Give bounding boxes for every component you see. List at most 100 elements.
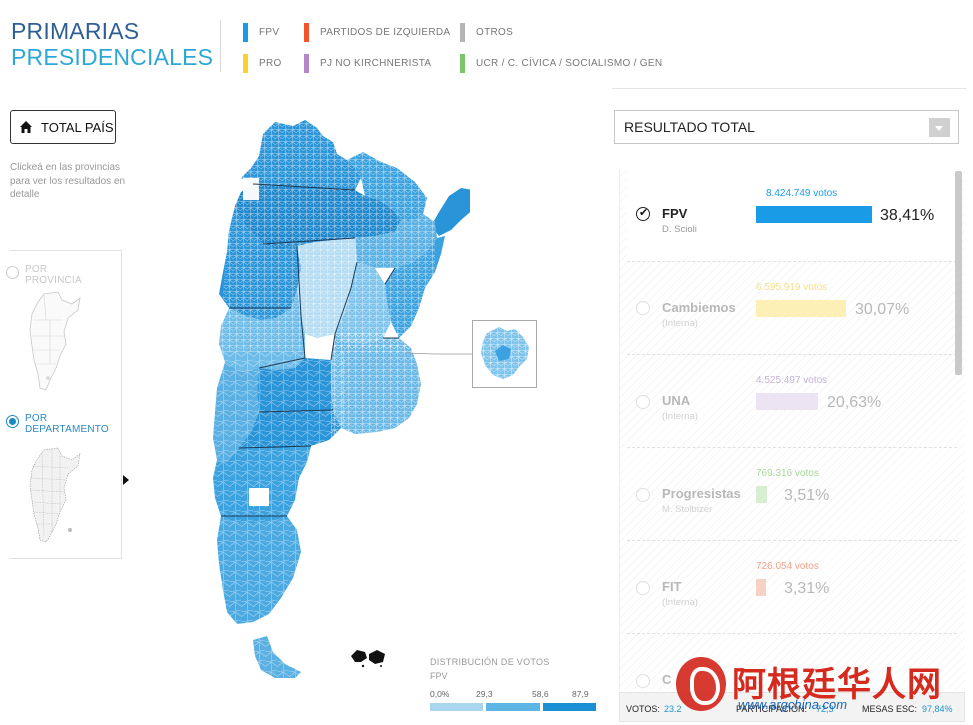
results-scroll-thumb[interactable] [955,171,962,375]
gba-inset-shape [481,327,529,379]
result-bar [756,393,818,410]
result-type-value: RESULTADO TOTAL [624,119,755,135]
region-misiones[interactable] [431,188,470,236]
result-row[interactable]: C [627,634,957,690]
result-candidate: M. Stolbizer [662,504,713,515]
result-type-select[interactable]: RESULTADO TOTAL [614,110,959,144]
result-votes: 769.316 votos [756,468,819,479]
votos-label: VOTOS: [626,704,660,714]
result-bar [756,579,766,596]
legend-swatch [304,54,309,73]
title-line-2: PRESIDENCIALES [11,44,214,70]
result-percent: 20,63% [827,394,882,411]
result-votes: 6.595.919 votos [756,282,828,293]
legend-swatch [460,54,465,73]
mode-por-provincia[interactable]: POR PROVINCIA [6,264,82,286]
mode-label-line1: POR [25,264,48,275]
scale-step-high [542,703,596,711]
result-check[interactable] [636,301,650,315]
result-row[interactable]: FPV D. Scioli 8.424.749 votos 38,41% [627,169,957,262]
inset-connector [405,352,473,355]
result-party: UNA [662,393,691,408]
radio-por-provincia[interactable] [6,266,19,279]
page-title: PRIMARIAS PRESIDENCIALES [11,18,213,70]
mesas-label: MESAS ESC: [862,704,918,714]
departamento-thumbnail-map[interactable] [22,446,84,546]
radio-por-departamento[interactable] [6,415,19,428]
legend-label: PRO [259,58,282,69]
result-votes: 4.525.497 votos [756,375,828,386]
distribution-tick: 58,6 [532,689,549,699]
result-party: Cambiemos [662,300,736,315]
result-percent: 3,51% [784,487,830,504]
mode-por-departamento[interactable]: POR DEPARTAMENTO [6,413,109,435]
participacion-label: PARTICIPACIÓN: [736,704,808,714]
result-row[interactable]: Cambiemos (Interna) 6.595.919 votos 30,0… [627,262,957,355]
legend-item-fpv: FPV [243,23,279,42]
view-mode-panel [9,250,122,559]
result-bar [756,206,872,223]
distribution-tick: 29,3 [476,689,493,699]
legend-swatch [243,23,248,42]
result-row[interactable]: UNA (Interna) 4.525.497 votos 20,63% [627,355,957,448]
result-votes: 726.054 votos [756,561,819,572]
distribution-party: FPV [430,671,448,681]
result-candidate: D. Scioli [662,224,697,235]
map-hint: Clickeá en las provincias para ver los r… [10,162,126,200]
legend-label: FPV [259,27,280,38]
result-check[interactable] [636,581,650,595]
result-votes: 8.424.749 votos [766,188,838,199]
result-check[interactable] [636,206,650,221]
result-candidate: (Interna) [662,597,698,608]
panel-expand-arrow-icon[interactable] [123,475,129,485]
distribution-color-scale [430,703,596,711]
result-check[interactable] [636,395,650,409]
total-pais-button[interactable]: TOTAL PAÍS [10,110,116,144]
distribution-tick: 87,9 [572,689,589,699]
result-check[interactable] [636,674,650,688]
result-percent: 3,31% [784,580,830,597]
distribution-title: DISTRIBUCIÓN DE VOTOS [430,657,550,667]
chevron-down-icon[interactable] [929,118,950,137]
legend-item-izquierda: PARTIDOS DE IZQUIERDA [304,23,450,42]
result-candidate: (Interna) [662,411,698,422]
result-row[interactable]: Progresistas M. Stolbizer 769.316 votos … [627,448,957,541]
title-line-1: PRIMARIAS [11,18,140,44]
legend-label: PJ NO KIRCHNERISTA [320,58,432,69]
mode-label-line2: PROVINCIA [25,275,82,286]
malvinas-islands[interactable] [351,650,385,668]
legend-swatch [460,23,465,42]
result-bar [756,486,767,503]
result-percent: 38,41% [880,207,935,224]
legend-label: OTROS [476,27,514,38]
legend-item-otros: OTROS [460,23,513,42]
result-party: FIT [662,579,682,594]
distribution-tick: 0,0% [430,689,450,699]
mode-label-line2: DEPARTAMENTO [25,424,109,435]
argentina-map[interactable] [205,112,470,718]
result-candidate: (Interna) [662,318,698,329]
legend-label: PARTIDOS DE IZQUIERDA [320,27,451,38]
results-list[interactable]: FPV D. Scioli 8.424.749 votos 38,41% Cam… [619,169,965,690]
header-rule [612,88,967,89]
mode-label-line1: POR [25,413,48,424]
buenos-aires-inset-map[interactable] [472,320,537,388]
result-party: FPV [662,206,688,221]
result-check[interactable] [636,488,650,502]
result-party: Progresistas [662,486,741,501]
legend-item-ucr: UCR / C. CÍVICA / SOCIALISMO / GEN [460,54,662,73]
stats-footer: VOTOS: 23.2 PARTICIPACIÓN: 72,3 MESAS ES… [619,692,965,722]
scale-step-low [430,703,484,711]
total-pais-label: TOTAL PAÍS [41,119,114,135]
vote-distribution-legend: DISTRIBUCIÓN DE VOTOS FPV 0,0% 29,3 58,6… [430,657,596,711]
votos-value: 23.2 [664,704,682,714]
legend-item-pro: PRO [243,54,282,73]
home-icon [20,121,32,133]
provincia-thumbnail-map[interactable] [22,290,84,394]
participacion-value: 72,3 [816,704,834,714]
legend-item-pj: PJ NO KIRCHNERISTA [304,54,431,73]
result-row[interactable]: FIT (Interna) 726.054 votos 3,31% [627,541,957,634]
legend-swatch [304,23,309,42]
result-percent: 30,07% [855,301,910,318]
legend-label: UCR / C. CÍVICA / SOCIALISMO / GEN [476,58,663,69]
